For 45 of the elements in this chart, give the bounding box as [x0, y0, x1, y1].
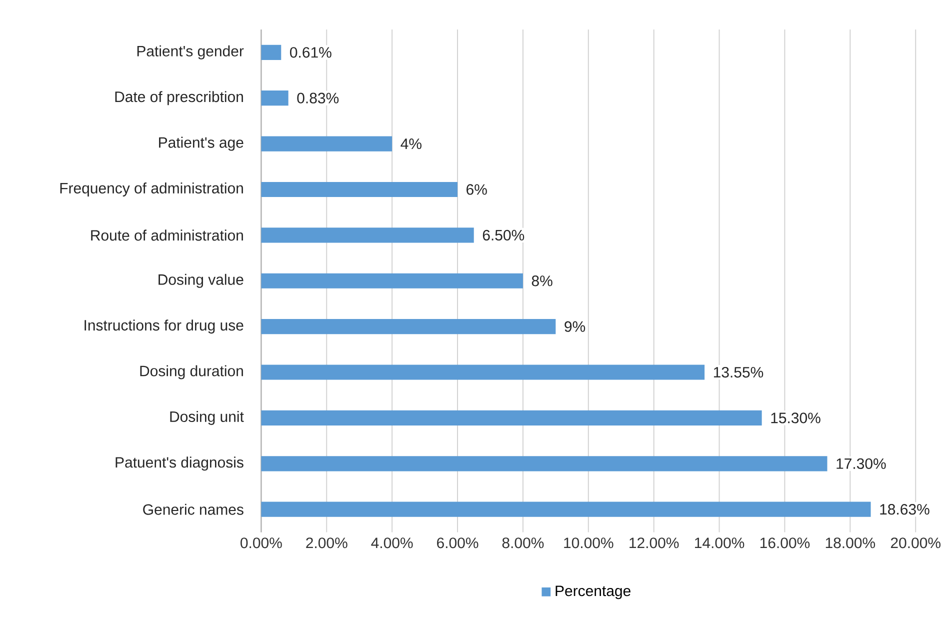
bar [261, 44, 282, 60]
x-tick-label: 10.00% [564, 538, 614, 548]
bar [261, 456, 828, 472]
y-tick-label: Dosing unit [170, 411, 244, 426]
data-label: 0.61% [290, 47, 332, 58]
data-label: 9% [564, 321, 586, 332]
data-label: 8% [532, 276, 552, 286]
data-label: 6% [466, 184, 487, 195]
y-tick-label: Dosing value [158, 274, 244, 288]
bar [261, 228, 474, 243]
bar [261, 90, 288, 106]
bar [261, 319, 556, 334]
x-tick-label: 12.00% [630, 538, 679, 548]
x-tick-label: 6.00% [437, 538, 478, 548]
data-label: 6.50% [482, 230, 524, 241]
y-tick-label: Frequency of administration [60, 182, 243, 197]
data-label: 15.30% [771, 412, 820, 424]
y-tick-label: Patuent's diagnosis [116, 456, 244, 471]
y-tick-label: Patient's gender [137, 46, 244, 60]
x-tick-label: 4.00% [371, 538, 413, 548]
x-tick-label: 16.00% [760, 538, 810, 548]
x-tick-label: 14.00% [695, 538, 744, 548]
y-tick-label: Dosing duration [140, 365, 243, 380]
x-tick-label: 20.00% [890, 538, 940, 548]
data-label: 17.30% [836, 458, 886, 470]
y-tick-label: Date of prescribtion [115, 91, 243, 106]
bar [261, 502, 871, 517]
x-tick-label: 0.00% [240, 538, 282, 548]
x-tick-label: 8.00% [502, 538, 544, 548]
y-tick-label: Route of administration [91, 230, 243, 241]
y-tick-label: Instructions for drug use [84, 320, 244, 334]
data-label: 4% [400, 138, 422, 150]
bar [261, 182, 458, 198]
bar [261, 410, 762, 426]
data-label: 13.55% [714, 367, 764, 378]
bar [261, 136, 392, 152]
x-tick-label: 2.00% [306, 538, 348, 548]
x-tick-label: 18.00% [826, 538, 876, 548]
bar [261, 364, 705, 380]
y-tick-label: Patient's age [159, 136, 244, 151]
y-tick-label: Generic names [143, 504, 244, 515]
data-label: 0.83% [297, 92, 339, 104]
data-label: 18.63% [880, 504, 930, 515]
legend-label: Percentage [556, 586, 630, 600]
bar [261, 273, 523, 288]
